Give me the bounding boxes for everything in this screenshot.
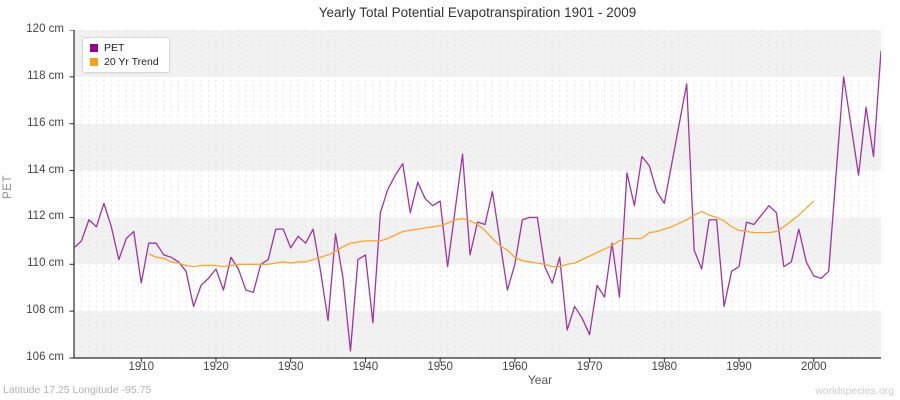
x-tick-label: 1970 [576, 361, 603, 373]
watermark: worldspecies.org [815, 385, 894, 397]
x-tick-label: 1980 [651, 361, 678, 373]
y-tick-label: 118 cm [27, 69, 64, 82]
chart-title: Yearly Total Potential Evapotranspiratio… [318, 5, 637, 20]
location-caption: Latitude 17.25 Longitude -95.75 [3, 384, 152, 396]
y-tick-label: 114 cm [27, 163, 64, 176]
x-tick-label: 1930 [277, 361, 304, 373]
y-tick-label: 112 cm [27, 210, 64, 223]
x-tick-label: 1940 [352, 361, 379, 373]
legend-item-trend: 20 Yr Trend [90, 55, 159, 69]
y-tick-label: 108 cm [26, 304, 64, 317]
y-tick-label: 106 cm [26, 351, 64, 363]
trend-series-swatch [90, 58, 98, 66]
x-tick-label: 1920 [203, 361, 229, 373]
y-tick-label: 120 cm [26, 23, 64, 35]
x-tick-label: 1960 [502, 361, 528, 373]
legend-item-pet: PET [90, 41, 159, 55]
y-tick-label: 116 cm [27, 116, 64, 129]
x-axis-label: Year [527, 373, 553, 387]
legend-label-trend: 20 Yr Trend [104, 56, 159, 68]
legend-label-pet: PET [104, 42, 125, 54]
x-tick-label: 1950 [427, 361, 453, 373]
legend: PET 20 Yr Trend [82, 37, 170, 73]
x-tick-label: 1910 [128, 361, 155, 373]
x-tick-label: 1990 [726, 361, 752, 373]
y-tick-label: 110 cm [27, 257, 64, 270]
x-tick-label: 2000 [800, 361, 827, 373]
plot-area [69, 30, 881, 363]
pet-series-swatch [90, 44, 98, 52]
y-axis-label: PET [2, 175, 14, 199]
